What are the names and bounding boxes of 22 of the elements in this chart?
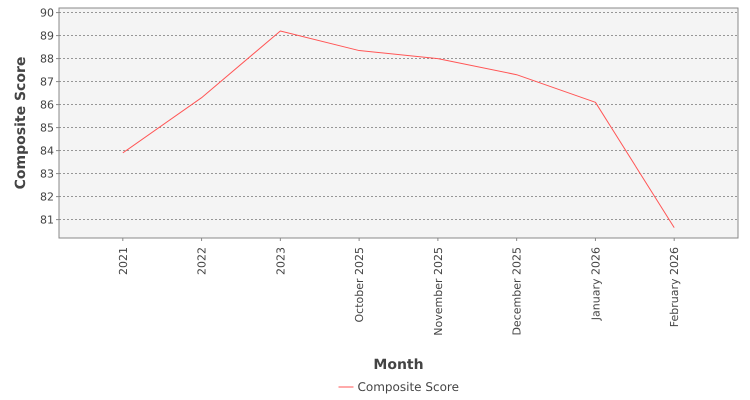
x-tick-label: October 2025 <box>353 247 366 323</box>
x-tick-label: December 2025 <box>510 247 524 336</box>
y-tick-label: 82 <box>40 190 54 204</box>
y-tick-label: 87 <box>40 75 54 88</box>
x-tick-label: January 2026 <box>589 247 602 322</box>
x-tick-label: 2023 <box>274 247 288 275</box>
y-axis-title: Composite Score <box>13 56 29 190</box>
y-tick-label: 83 <box>40 167 54 180</box>
x-tick-label: 2022 <box>196 247 209 275</box>
x-tick-label: 2021 <box>116 247 130 275</box>
y-tick-label: 81 <box>40 213 54 226</box>
x-tick-label: November 2025 <box>432 247 445 336</box>
legend-label: Composite Score <box>358 380 459 394</box>
y-tick-label: 89 <box>40 29 54 42</box>
x-tick-label: February 2026 <box>668 247 682 328</box>
y-tick-label: 88 <box>40 52 54 66</box>
y-tick-label: 86 <box>40 98 54 112</box>
y-tick-label: 84 <box>40 144 54 158</box>
y-tick-label: 85 <box>40 121 54 134</box>
y-tick-label: 90 <box>40 6 54 20</box>
line-series <box>122 30 675 228</box>
x-axis-title: Month <box>373 357 424 373</box>
